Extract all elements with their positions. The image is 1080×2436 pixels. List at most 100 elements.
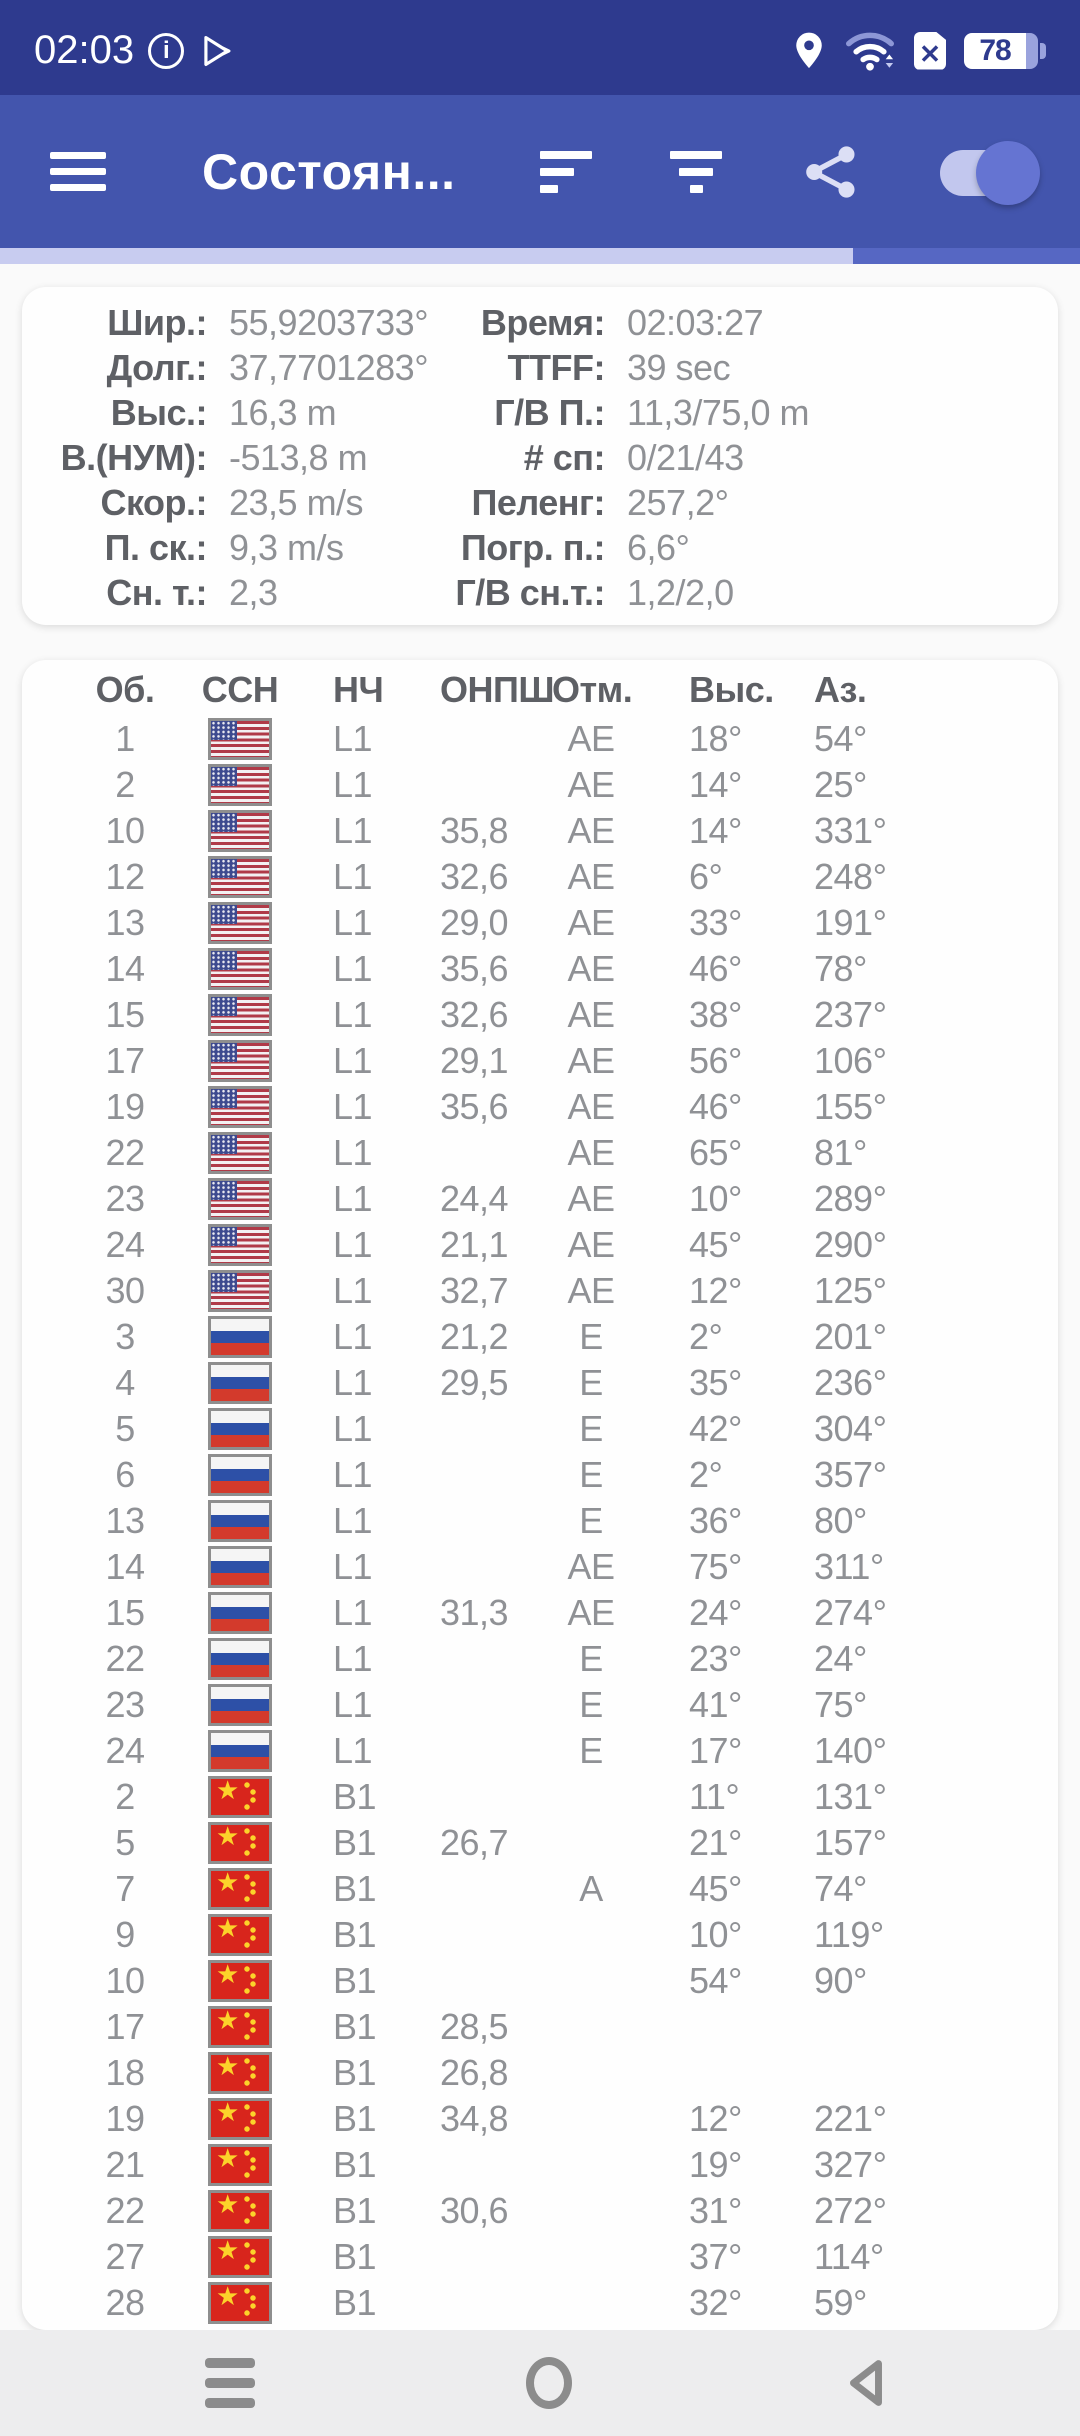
frequency-band: B1 [333, 2282, 377, 2323]
info-label: TTFF: [507, 346, 606, 388]
satellite-id: 13 [105, 902, 145, 943]
satellite-id: 28 [105, 2282, 145, 2323]
elevation: 10° [689, 1178, 742, 1219]
app-bar: Состоян... [0, 95, 1080, 248]
table-row: 3 L1 21,2 E 2° 201° [22, 1314, 1058, 1360]
azimuth: 75° [814, 1684, 867, 1725]
azimuth: 80° [814, 1500, 867, 1541]
usage-flags: AE [567, 1086, 615, 1127]
satellite-id: 22 [105, 2190, 145, 2231]
usage-flags: E [579, 1638, 603, 1679]
android-nav-bar [0, 2330, 1080, 2436]
info-label: П. ск.: [104, 526, 208, 568]
country-flag-icon [208, 1408, 272, 1450]
info-row: Сн. т.: 2,3 Г/В сн.т.: 1,2/2,0 [22, 570, 1058, 615]
snr-value: 35,6 [440, 1086, 509, 1127]
snr-value: 26,8 [440, 2052, 509, 2093]
table-row: 14 L1 AE 75° 311° [22, 1544, 1058, 1590]
elevation: 12° [689, 2098, 742, 2139]
satellite-id: 1 [115, 718, 135, 759]
azimuth: 114° [814, 2236, 884, 2277]
frequency-band: B1 [333, 2098, 377, 2139]
elevation: 14° [689, 764, 742, 805]
country-flag-icon [208, 1454, 272, 1496]
sort-icon[interactable] [540, 150, 592, 193]
scrollbar-thumb[interactable] [853, 248, 1080, 264]
azimuth: 236° [814, 1362, 887, 1403]
azimuth: 24° [814, 1638, 867, 1679]
usage-flags: E [579, 1454, 603, 1495]
elevation: 33° [689, 902, 742, 943]
recents-icon[interactable] [205, 2358, 255, 2408]
satellite-id: 5 [115, 1822, 135, 1863]
info-row: В.(НУМ): -513,8 m # сп: 0/21/43 [22, 435, 1058, 480]
table-header: Об. ССН НЧ ОНПШ Отм. Выс. Аз. [22, 664, 1058, 716]
table-row: 4 L1 29,5 E 35° 236° [22, 1360, 1058, 1406]
snr-value: 29,1 [440, 1040, 509, 1081]
satellite-id: 4 [115, 1362, 135, 1403]
horizontal-scrollbar[interactable] [0, 248, 1080, 264]
azimuth: 119° [814, 1914, 884, 1955]
frequency-band: L1 [333, 1086, 373, 1127]
frequency-band: B1 [333, 1960, 377, 2001]
frequency-band: L1 [333, 1270, 373, 1311]
col-header-freq: НЧ [333, 669, 384, 710]
azimuth: 131° [814, 1776, 887, 1817]
home-icon[interactable] [525, 2357, 572, 2409]
usage-flags: E [579, 1500, 603, 1541]
fix-info-panel: Шир.: 55,9203733° Время: 02:03:27 Долг.:… [22, 287, 1058, 625]
elevation: 14° [689, 810, 742, 851]
info-value: 39 sec [627, 346, 731, 388]
frequency-band: L1 [333, 1408, 373, 1449]
battery-percent: 78 [964, 32, 1026, 69]
azimuth: 191° [814, 902, 887, 943]
filter-icon[interactable] [670, 150, 722, 193]
frequency-band: B1 [333, 2190, 377, 2231]
gps-toggle[interactable] [940, 140, 1040, 205]
satellite-id: 2 [115, 764, 135, 805]
satellite-id: 23 [105, 1178, 145, 1219]
info-icon: i [148, 32, 185, 69]
frequency-band: L1 [333, 856, 373, 897]
frequency-band: L1 [333, 902, 373, 943]
usage-flags: AE [567, 810, 615, 851]
usage-flags: AE [567, 1592, 615, 1633]
table-row: 1 L1 AE 18° 54° [22, 716, 1058, 762]
no-sim-icon: ✕ [914, 31, 946, 70]
clock: 02:03 [34, 28, 135, 72]
elevation: 35° [689, 1362, 742, 1403]
info-value: 02:03:27 [627, 301, 764, 343]
info-value: 1,2/2,0 [627, 571, 734, 613]
menu-icon[interactable] [50, 152, 106, 191]
usage-flags: E [579, 1730, 603, 1771]
snr-value: 29,5 [440, 1362, 509, 1403]
satellite-id: 5 [115, 1408, 135, 1449]
elevation: 42° [689, 1408, 742, 1449]
table-row: 19 B1 34,8 12° 221° [22, 2096, 1058, 2142]
country-flag-icon [208, 1086, 272, 1128]
info-value: 0/21/43 [627, 436, 744, 478]
snr-value: 30,6 [440, 2190, 509, 2231]
share-icon[interactable] [800, 141, 862, 203]
info-row: Скор.: 23,5 m/s Пеленг: 257,2° [22, 480, 1058, 525]
azimuth: 274° [814, 1592, 887, 1633]
usage-flags: E [579, 1362, 603, 1403]
info-row: Выс.: 16,3 m Г/В П.: 11,3/75,0 m [22, 390, 1058, 435]
country-flag-icon [208, 1914, 272, 1956]
table-row: 22 B1 30,6 31° 272° [22, 2188, 1058, 2234]
info-label: Долг.: [106, 346, 208, 388]
azimuth: 248° [814, 856, 887, 897]
azimuth: 59° [814, 2282, 867, 2323]
azimuth: 140° [814, 1730, 887, 1771]
azimuth: 311° [814, 1546, 884, 1587]
elevation: 23° [689, 1638, 742, 1679]
frequency-band: L1 [333, 1546, 373, 1587]
satellite-table: Об. ССН НЧ ОНПШ Отм. Выс. Аз. 1 L1 AE 18… [22, 660, 1058, 2330]
satellite-id: 14 [105, 1546, 145, 1587]
snr-value: 34,8 [440, 2098, 509, 2139]
elevation: 11° [689, 1776, 740, 1817]
back-icon[interactable] [842, 2358, 890, 2408]
usage-flags: E [579, 1684, 603, 1725]
country-flag-icon [208, 810, 272, 852]
country-flag-icon [208, 1730, 272, 1772]
